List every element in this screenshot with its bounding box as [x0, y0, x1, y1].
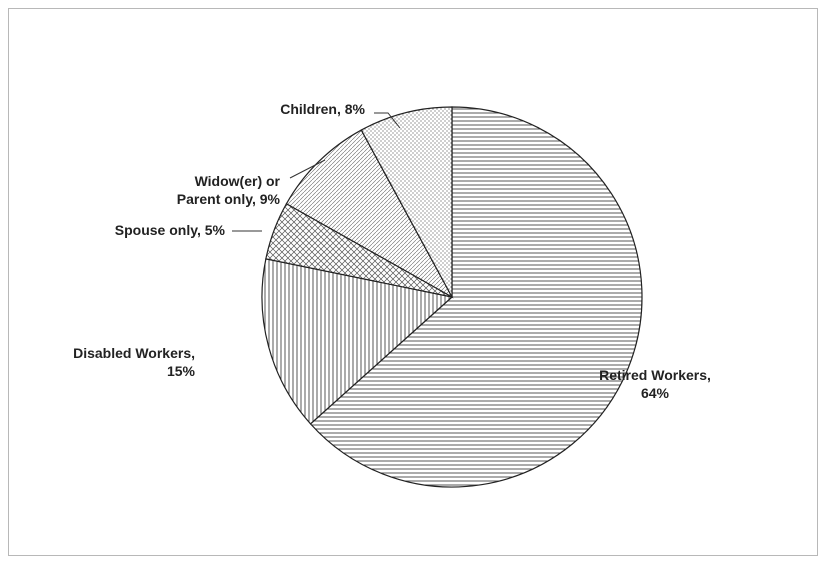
slice-label-3: Widow(er) or Parent only, 9%	[177, 173, 281, 207]
chart-frame	[8, 8, 818, 556]
pie-slice-4	[360, 106, 453, 298]
pie-slice-1	[261, 258, 454, 425]
leader-line-4	[374, 112, 401, 129]
slice-label-1: Disabled Workers, 15%	[73, 345, 195, 379]
pie-slice-0	[309, 106, 643, 488]
slice-label-4: Children, 8%	[280, 101, 365, 117]
slice-label-0: Retired Workers, 64%	[599, 367, 711, 401]
pie-slice-3	[285, 129, 454, 299]
leader-line-3	[289, 159, 326, 179]
slice-label-2: Spouse only, 5%	[115, 222, 226, 238]
